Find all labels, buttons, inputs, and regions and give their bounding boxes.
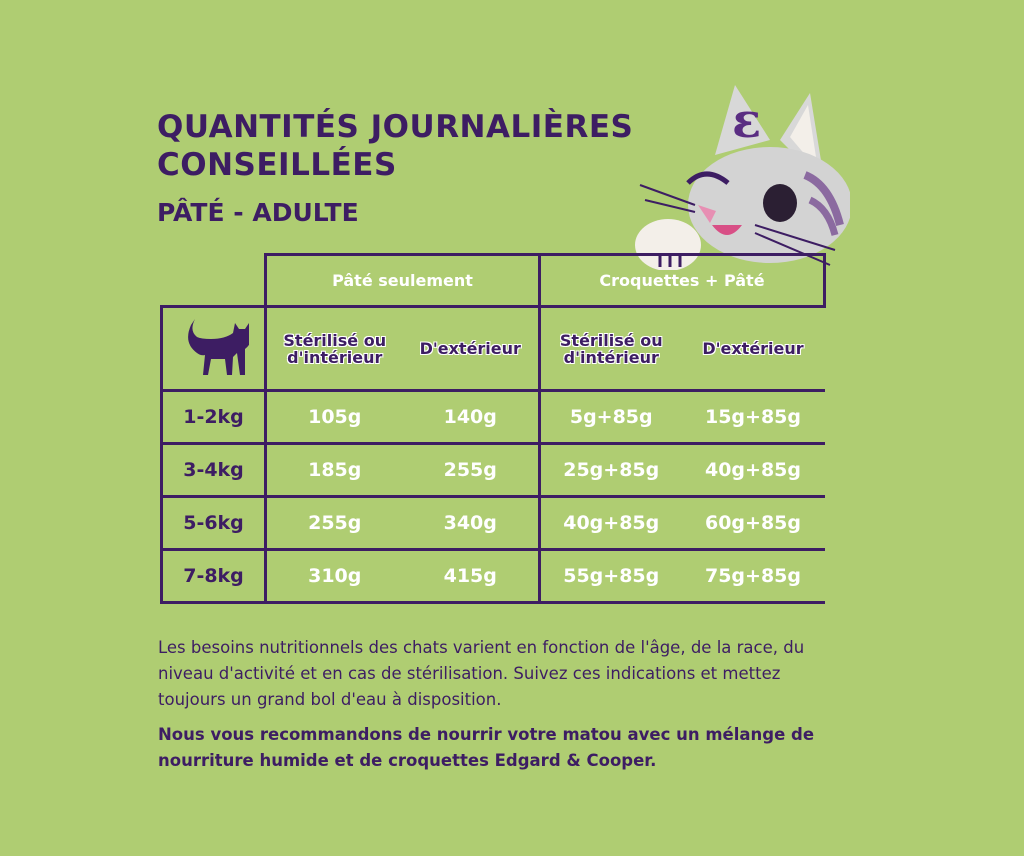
amount-cell: 15g+85g <box>681 389 825 445</box>
cat-illustration: ε <box>635 85 850 270</box>
info-paragraph: Les besoins nutritionnels des chats vari… <box>158 638 805 709</box>
feeding-table: Pâté seulement Croquettes + Pâté Stérili… <box>160 253 826 604</box>
amount-cell: 40g+85g <box>681 442 825 498</box>
title-line: QUANTITÉS JOURNALIÈRES <box>157 109 634 145</box>
title: QUANTITÉS JOURNALIÈRES CONSEILLÉES <box>157 108 633 184</box>
subtitle: PÂTÉ - ADULTE <box>157 198 359 227</box>
amount-cell: 5g+85g <box>538 389 682 445</box>
amount-cell: 25g+85g <box>538 442 682 498</box>
column-header: D'extérieur <box>402 305 540 392</box>
amount-cell: 105g <box>264 389 403 445</box>
table-row: 1-2kg 105g 140g 5g+85g 15g+85g <box>160 389 825 445</box>
amount-cell: 415g <box>402 548 540 604</box>
amount-cell: 255g <box>402 442 540 498</box>
column-header: D'extérieur <box>681 305 825 392</box>
table-body: 1-2kg 105g 140g 5g+85g 15g+85g 3-4kg 185g 255g 2… <box>160 389 825 604</box>
table-row: 7-8kg 310g 415g 55g+85g 75g+85g <box>160 548 825 604</box>
amount-cell: 255g <box>264 495 403 551</box>
table-row: 3-4kg 185g 255g 25g+85g 40g+85g <box>160 442 825 498</box>
cat-icon-cell <box>160 305 267 392</box>
amount-cell: 310g <box>264 548 403 604</box>
weight-label: 1-2kg <box>160 389 267 445</box>
amount-cell: 60g+85g <box>681 495 825 551</box>
amount-cell: 75g+85g <box>681 548 825 604</box>
group-header: Croquettes + Pâté <box>538 253 826 308</box>
column-header: Stérilisé ou d'intérieur <box>538 305 682 392</box>
amount-cell: 40g+85g <box>538 495 682 551</box>
amount-cell: 340g <box>402 495 540 551</box>
weight-label: 5-6kg <box>160 495 267 551</box>
weight-label: 7-8kg <box>160 548 267 604</box>
amount-cell: 55g+85g <box>538 548 682 604</box>
group-header: Pâté seulement <box>264 253 541 308</box>
recommendation-paragraph: Nous vous recommandons de nourrir votre … <box>158 725 815 770</box>
svg-text:ε: ε <box>732 93 761 149</box>
table-row: 5-6kg 255g 340g 40g+85g 60g+85g <box>160 495 825 551</box>
empty-cell <box>161 254 267 308</box>
title-line: CONSEILLÉES <box>157 147 397 183</box>
amount-cell: 140g <box>402 389 540 445</box>
weight-label: 3-4kg <box>160 442 267 498</box>
amount-cell: 185g <box>264 442 403 498</box>
column-header: Stérilisé ou d'intérieur <box>264 305 403 392</box>
cat-icon <box>187 319 251 375</box>
